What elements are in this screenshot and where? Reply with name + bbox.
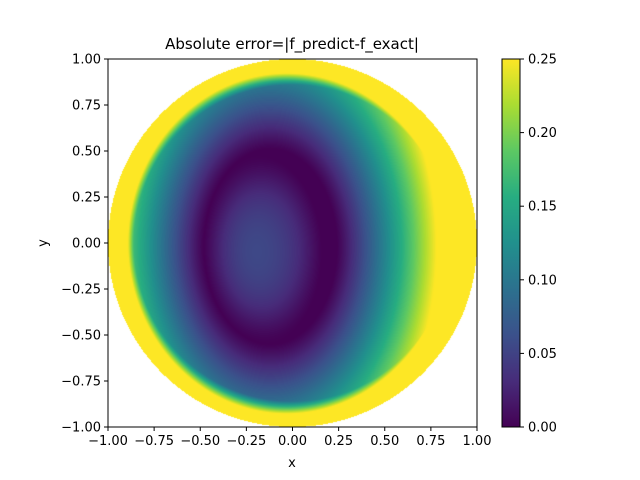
colorbar-tick-label: 0.20 [528,126,557,141]
y-tick-label: −0.25 [61,283,101,298]
y-tick-label: 0.00 [72,237,101,252]
colorbar-ticks: 0.00 0.05 0.10 0.15 0.20 0.25 [520,53,557,436]
colorbar-tick-label: 0.10 [528,273,557,288]
error-heatmap [108,59,477,427]
y-tick-label: −1.00 [61,421,101,436]
y-tick-label: 1.00 [72,53,101,68]
y-tick-label: 0.25 [72,191,101,206]
y-tick-label: −0.50 [61,329,101,344]
colorbar-gradient [502,59,520,427]
x-tick-label: −1.00 [88,434,128,449]
colorbar-frame [501,58,521,428]
x-axis-label: x [288,456,296,471]
colorbar-tick-label: 0.05 [528,347,557,362]
plot-area [107,58,478,428]
x-tick-label: 0.00 [278,434,307,449]
y-tick-label: −0.75 [61,375,101,390]
x-tick-label: −0.50 [180,434,220,449]
colorbar: 0.00 0.05 0.10 0.15 0.20 0.25 [501,53,557,436]
chart-title: Absolute error=|f_predict-f_exact| [165,35,419,54]
x-tick-label: 0.75 [416,434,445,449]
y-tick-label: 0.75 [72,99,101,114]
y-tick-label: 0.50 [72,145,101,160]
y-axis-ticks: −1.00 −0.75 −0.50 −0.25 0.00 0.25 0.50 0.75 1.00 [61,53,108,436]
y-axis-label: y [36,239,51,247]
x-tick-label: 0.25 [324,434,353,449]
x-tick-label: 0.50 [370,434,399,449]
colorbar-tick-label: 0.15 [528,200,557,215]
x-tick-label: −0.25 [226,434,266,449]
colorbar-tick-label: 0.00 [528,421,557,436]
x-tick-label: −0.75 [134,434,174,449]
colorbar-tick-label: 0.25 [528,53,557,68]
x-axis-ticks: −1.00 −0.75 −0.50 −0.25 0.00 0.25 0.50 0.75 1.00 [88,427,491,449]
x-tick-label: 1.00 [463,434,492,449]
